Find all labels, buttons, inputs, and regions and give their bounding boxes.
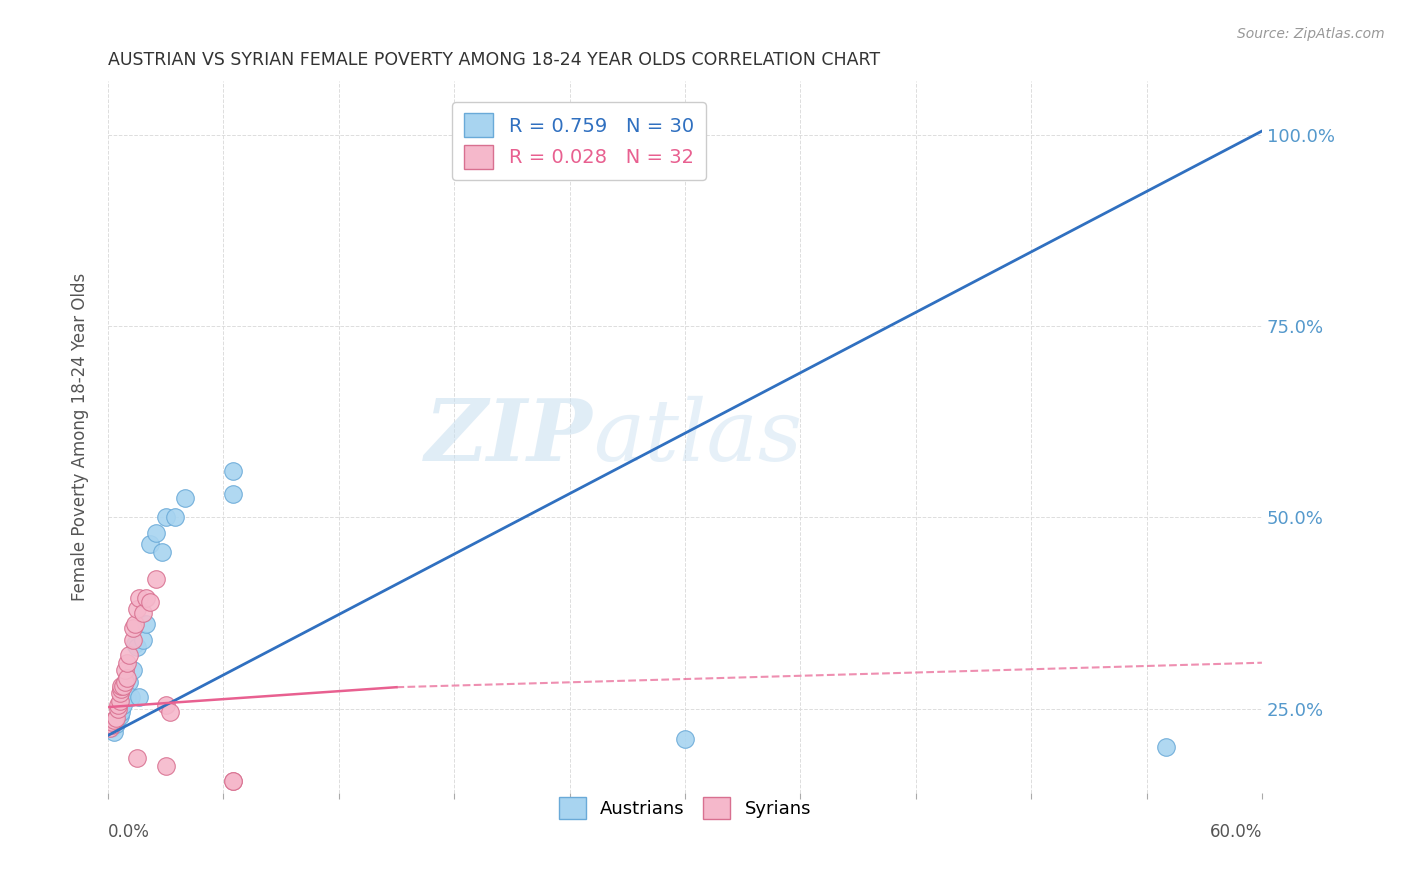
Point [122,632,145,647]
Point [135,617,157,632]
Point [122,664,145,678]
Point [150,545,173,559]
Point [125,602,148,616]
Point [114,686,136,700]
Point [115,656,138,670]
Point [165,510,187,524]
Point [159,706,181,720]
Text: AUSTRIAN VS SYRIAN FEMALE POVERTY AMONG 18-24 YEAR OLDS CORRELATION CHART: AUSTRIAN VS SYRIAN FEMALE POVERTY AMONG … [108,51,880,69]
Point [124,637,146,651]
Text: 60.0%: 60.0% [1209,823,1263,841]
Point [174,491,197,506]
Point [104,711,127,725]
Point [108,694,131,708]
Point [110,706,132,720]
Point [104,713,127,727]
Point [107,701,129,715]
Point [128,591,150,605]
Point [131,632,153,647]
Point [120,690,142,705]
Point [139,594,162,608]
Point [1154,739,1177,754]
Point [118,648,141,662]
Point [103,724,125,739]
Point [128,690,150,705]
Point [101,715,124,730]
Y-axis label: Female Poverty Among 18-24 Year Olds: Female Poverty Among 18-24 Year Olds [72,273,89,601]
Text: Source: ZipAtlas.com: Source: ZipAtlas.com [1237,27,1385,41]
Point [114,664,136,678]
Point [139,537,162,551]
Point [155,510,177,524]
Point [101,718,124,732]
Point [110,701,132,715]
Point [135,591,157,605]
Point [155,698,177,712]
Point [108,709,131,723]
Point [155,759,177,773]
Point [131,606,153,620]
Point [222,487,245,501]
Point [107,709,129,723]
Point [222,465,245,479]
Point [104,717,127,731]
Point [110,679,132,693]
Text: ZIP: ZIP [425,395,593,479]
Point [101,721,124,735]
Point [103,713,125,727]
Point [118,674,141,689]
Point [145,525,167,540]
Point [108,706,131,720]
Point [115,690,138,705]
Point [125,640,148,655]
Text: atlas: atlas [593,396,801,478]
Point [115,671,138,685]
Point [125,751,148,765]
Point [110,682,132,697]
Legend: Austrians, Syrians: Austrians, Syrians [551,790,818,826]
Point [122,621,145,635]
Point [112,698,135,712]
Text: 0.0%: 0.0% [108,823,150,841]
Point [108,686,131,700]
Point [222,774,245,789]
Point [107,698,129,712]
Point [222,774,245,789]
Point [124,617,146,632]
Point [145,572,167,586]
Point [98,721,121,735]
Point [114,674,136,689]
Point [112,679,135,693]
Point [673,732,696,747]
